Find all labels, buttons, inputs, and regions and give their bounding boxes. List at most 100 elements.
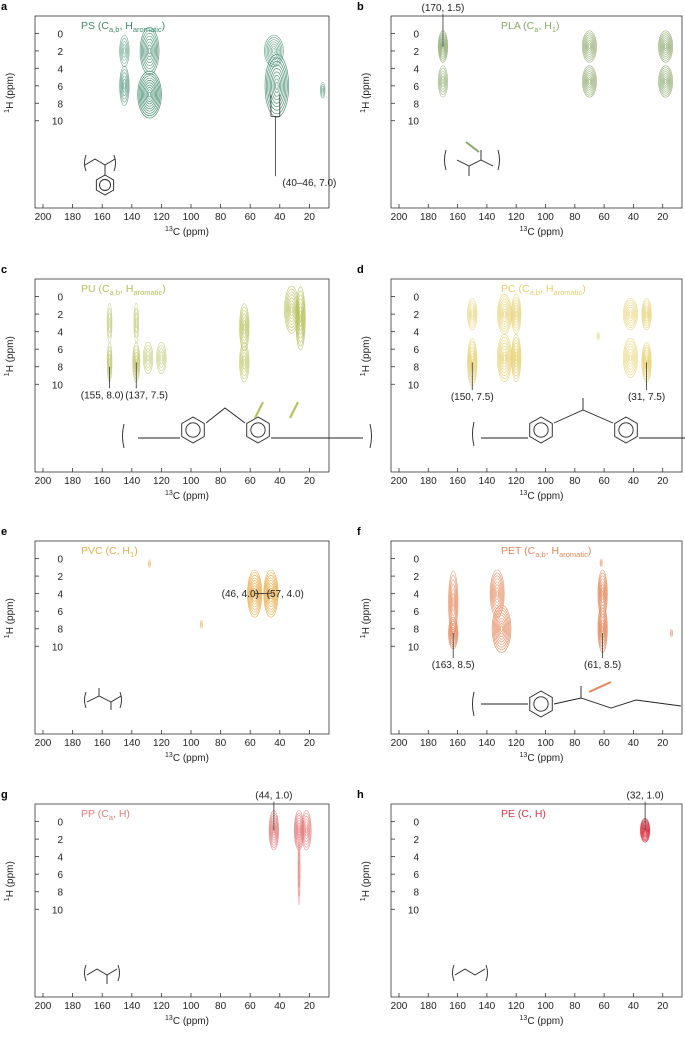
peak-contour [644,309,649,319]
y-axis-label: 1H (ppm) [360,598,372,638]
peak-contour [122,78,127,93]
panel-title: PVC (C, H1) [81,545,138,559]
peak-mark [623,297,638,331]
peak-contour [601,590,604,597]
x-tick-label: 140 [123,212,140,223]
y-tick-label: 4 [413,853,419,864]
peak-contour [497,336,511,380]
peak-mark [491,604,512,653]
x-tick-label: 160 [94,1001,111,1012]
x-tick-label: 120 [508,738,525,749]
plot-frame [34,803,330,998]
x-tick-label: 100 [537,476,554,487]
backbone-bond [86,968,118,976]
peak-contour [670,631,673,635]
ps-structure-icon [84,154,116,196]
x-tick-label: 80 [215,738,227,749]
peak-contour [514,348,519,368]
panel-title: PE (C, H) [501,808,546,820]
peak-contour [122,44,127,58]
x-tick-label: 180 [420,212,437,223]
peak-mark [511,294,522,335]
x-tick-label: 40 [628,212,640,223]
x-tick-label: 20 [304,1001,316,1012]
x-axis-label: 13C (ppm) [520,752,564,764]
peak-mark [106,302,113,343]
repeat-bracket [497,149,500,171]
y-tick-label: 0 [57,555,63,566]
peak-contour [585,73,594,90]
peak-contour [120,69,129,103]
x-tick-label: 200 [35,1001,52,1012]
peak-contour [588,79,591,84]
bridge-bond [205,407,246,424]
repeat-bracket [452,964,455,982]
x-tick-label: 60 [599,476,611,487]
x-tick-label: 160 [94,476,111,487]
peak-contour [441,78,445,85]
peak-contour [661,73,670,90]
peak-mark [297,833,301,906]
peak-contour [642,302,651,326]
x-tick-label: 120 [153,738,170,749]
x-tick-label: 20 [304,212,316,223]
peak-mark [640,818,651,843]
x-tick-label: 140 [479,476,496,487]
backbone-bond [456,159,494,167]
peak-contour [289,303,294,316]
x-tick-label: 200 [35,738,52,749]
benzene-ring [246,416,270,444]
peak-contour [239,303,250,352]
peak-contour [499,301,510,327]
x-tick-label: 40 [274,738,286,749]
y-tick-label: 6 [413,82,419,93]
panel-h: h 0 2 4 6 8 10 200 180 160 140 120 100 80 60 40 20 13C (p… [357,789,683,1027]
peak-contour [240,348,248,376]
peak-contour [440,73,446,90]
peak-contour [497,294,512,335]
peak-mark [320,81,326,99]
peak-contour [158,348,165,368]
x-axis-label: 13C (ppm) [165,752,209,764]
peak-contour [499,623,504,635]
peak-contour [503,311,506,317]
peak-contour [241,352,247,373]
peak-contour [148,559,152,569]
pe-structure-icon [452,964,488,982]
peak-contour [160,354,163,362]
peak-contour [501,348,508,368]
peak-contour [503,354,506,362]
y-tick-label: 2 [413,310,419,321]
peak-contour [265,57,288,115]
peak-contour [452,597,455,608]
y-tick-label: 4 [413,64,419,75]
backbone-bond [84,158,116,166]
peak-mark [658,65,674,98]
y-tick-label: 4 [57,590,63,601]
peak-mark [497,294,512,335]
peak-contour [450,584,457,621]
peak-contour [139,75,160,114]
peak-contour [144,84,155,105]
x-tick-label: 140 [123,476,140,487]
peak-contour [664,79,667,84]
x-tick-label: 180 [420,476,437,487]
peak-contour [441,75,445,88]
peak-mark [264,34,284,67]
peak-contour [662,75,669,88]
aromatic-circle [533,696,549,712]
peak-contour [584,71,595,92]
x-tick-label: 20 [657,1001,669,1012]
peak-mark [139,26,160,75]
y-tick-label: 4 [413,590,419,601]
arrow-b [588,681,612,693]
peak-contour [321,87,324,93]
y-axis-label: 1H (ppm) [4,861,16,901]
x-tick-label: 180 [64,476,81,487]
y-tick-label: 6 [57,870,63,881]
peak-contour [269,68,284,104]
pu-structure-icon [122,401,372,449]
x-tick-label: 200 [391,738,408,749]
peak-contour [107,307,112,339]
panel-title: PET (Ca,b, Haromatic) [501,545,591,559]
